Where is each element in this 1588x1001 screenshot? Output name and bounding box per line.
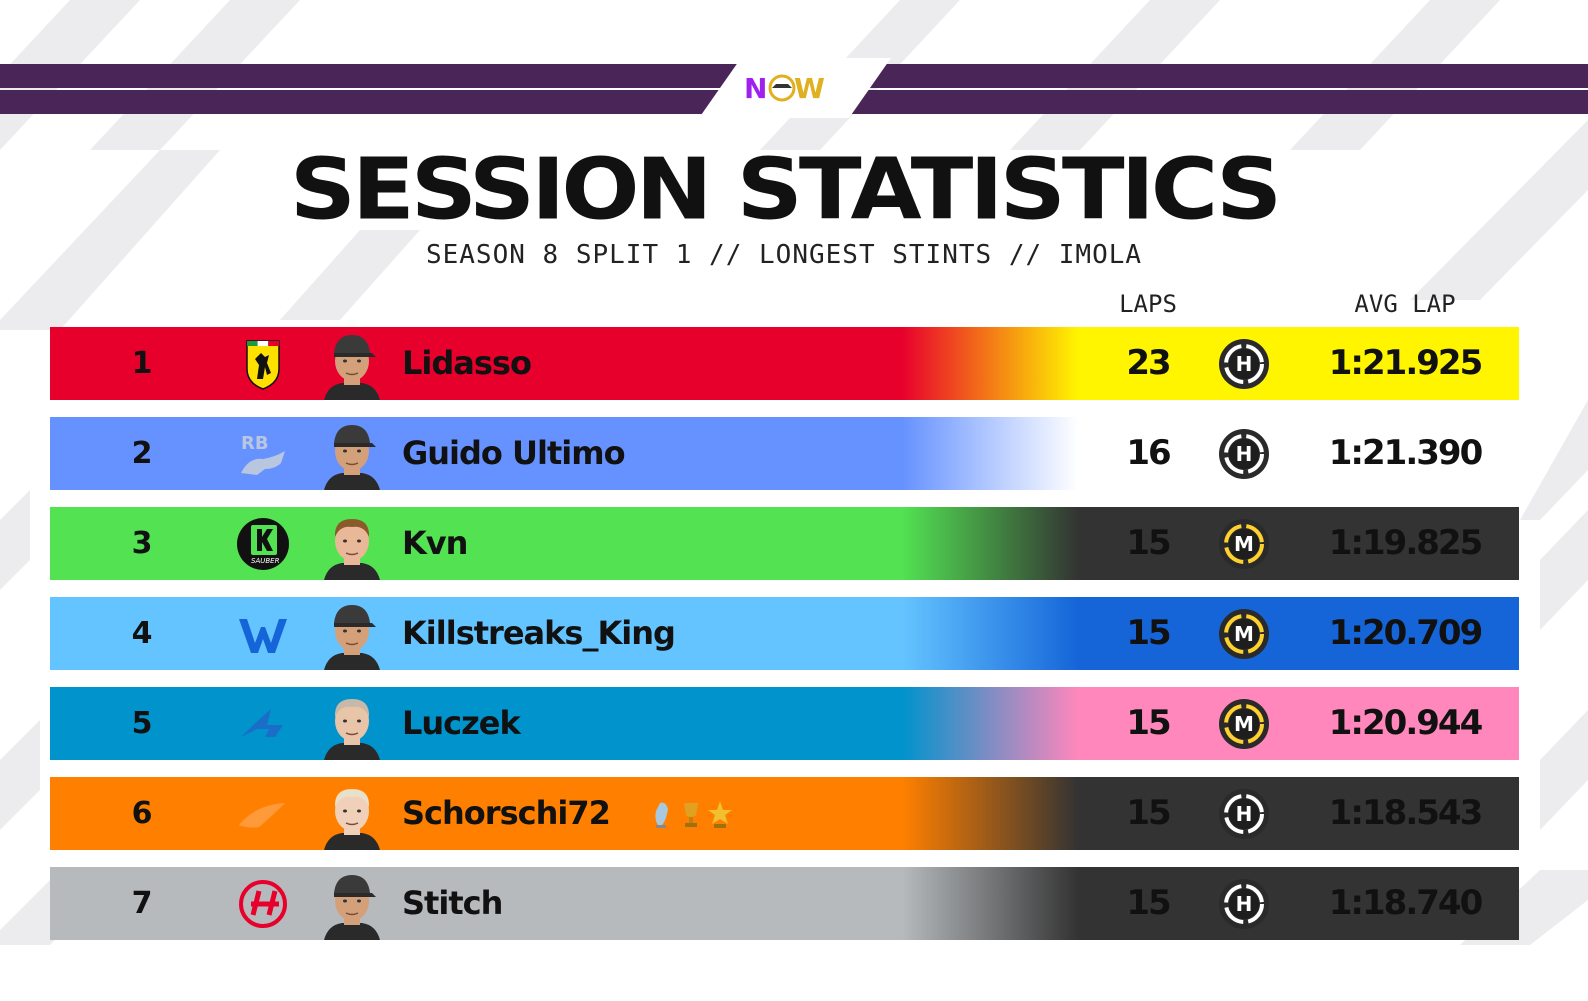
svg-text:W: W [794, 72, 825, 105]
avg-lap-value: 1:18.543 [1328, 793, 1483, 833]
svg-text:M: M [1234, 712, 1254, 736]
row-background [50, 687, 1519, 760]
alpine-icon [235, 697, 291, 751]
avg-lap-column-header: AVG LAP [1354, 290, 1456, 318]
svg-text:H: H [1236, 352, 1253, 376]
driver-name: Luczek [402, 704, 521, 742]
svg-text:N: N [744, 72, 766, 105]
laps-value: 15 [1126, 793, 1171, 833]
avg-lap-value: 1:18.740 [1328, 883, 1483, 923]
row-background [50, 507, 1519, 580]
laps-value: 15 [1126, 523, 1171, 563]
page-title: SESSION STATISTICS [289, 140, 1283, 239]
svg-text:SAUBER: SAUBER [251, 557, 280, 565]
driver-avatar [320, 327, 384, 400]
laps-value: 23 [1126, 343, 1171, 383]
position-number: 7 [131, 886, 153, 921]
hard-tyre-icon: H [1218, 788, 1270, 840]
laps-column-header: LAPS [1119, 290, 1177, 318]
avg-lap-value: 1:21.390 [1328, 433, 1483, 473]
driver-avatar [320, 507, 384, 580]
table-row: 4 Killstreaks_King 15 M 1:20.709 [50, 597, 1519, 670]
haas-icon [235, 877, 291, 931]
position-number: 5 [131, 706, 153, 741]
laps-value: 15 [1126, 883, 1171, 923]
now-logo: N W [744, 70, 828, 106]
table-row: 2 RB Guido Ultimo 16 H 1:21.390 [50, 417, 1519, 490]
avg-lap-value: 1:20.944 [1328, 703, 1483, 743]
row-background [50, 867, 1519, 940]
svg-text:H: H [1236, 442, 1253, 466]
laps-value: 16 [1126, 433, 1171, 473]
hard-tyre-icon: H [1218, 338, 1270, 390]
williams-icon [235, 607, 291, 661]
avg-lap-value: 1:21.925 [1328, 343, 1483, 383]
mclaren-icon [235, 787, 291, 841]
svg-text:M: M [1234, 532, 1254, 556]
driver-name: Kvn [402, 524, 468, 562]
table-row: 1 Lidasso 23 H 1:21.925 [50, 327, 1519, 400]
medium-tyre-icon: M [1218, 518, 1270, 570]
avg-lap-value: 1:19.825 [1328, 523, 1483, 563]
row-background [50, 597, 1519, 670]
driver-avatar [320, 597, 384, 670]
kick-sauber-icon: SAUBER [235, 517, 291, 571]
driver-name: Guido Ultimo [402, 434, 626, 472]
driver-name: Killstreaks_King [402, 614, 676, 652]
row-background [50, 327, 1519, 400]
position-number: 3 [131, 526, 153, 561]
hard-tyre-icon: H [1218, 878, 1270, 930]
table-row: 5 Luczek 15 M 1:20.944 [50, 687, 1519, 760]
driver-name: Schorschi72 [402, 794, 611, 832]
trophies-icon [652, 799, 736, 829]
position-number: 6 [131, 796, 153, 831]
svg-text:RB: RB [241, 433, 269, 454]
svg-text:H: H [1236, 892, 1253, 916]
position-number: 1 [131, 346, 153, 381]
medium-tyre-icon: M [1218, 608, 1270, 660]
position-number: 4 [131, 616, 153, 651]
laps-value: 15 [1126, 703, 1171, 743]
now-logo-icon: N W [744, 72, 826, 105]
driver-avatar [320, 867, 384, 940]
table-row: 7 Stitch 15 H 1:18.740 [50, 867, 1519, 940]
row-background [50, 417, 1519, 490]
row-background [50, 777, 1519, 850]
driver-name: Lidasso [402, 344, 532, 382]
avg-lap-value: 1:20.709 [1328, 613, 1483, 653]
driver-avatar [320, 777, 384, 850]
ferrari-icon [235, 337, 291, 391]
medium-tyre-icon: M [1218, 698, 1270, 750]
driver-name: Stitch [402, 884, 503, 922]
table-row: 3 SAUBER Kvn 15 M 1:19.825 [50, 507, 1519, 580]
table-row: 6 Schorschi72 15 H 1:18.543 [50, 777, 1519, 850]
position-number: 2 [131, 436, 153, 471]
page-subtitle: SEASON 8 SPLIT 1 // LONGEST STINTS // IM… [425, 240, 1143, 270]
svg-text:H: H [1236, 802, 1253, 826]
svg-text:M: M [1234, 622, 1254, 646]
racing-bulls-icon: RB [235, 427, 291, 481]
driver-avatar [320, 687, 384, 760]
laps-value: 15 [1126, 613, 1171, 653]
hard-tyre-icon: H [1218, 428, 1270, 480]
driver-avatar [320, 417, 384, 490]
